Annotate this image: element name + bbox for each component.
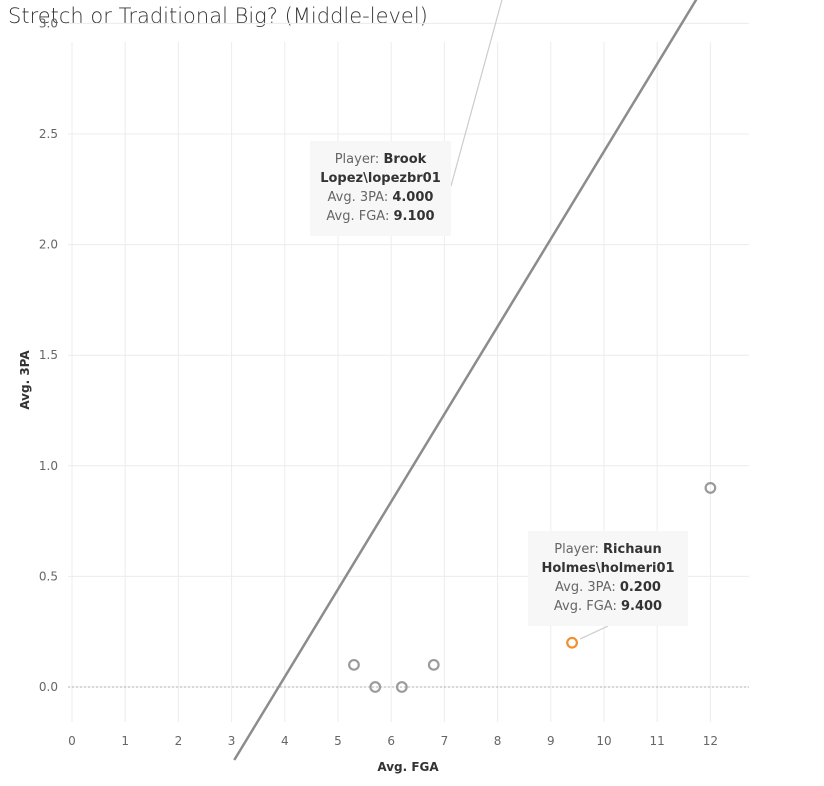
tooltip: Player: Brook Lopez\lopezbr01 Avg. 3PA: 4.… bbox=[310, 0, 503, 236]
tooltip-line: Player: Brook bbox=[335, 152, 427, 167]
highlighted-data-point[interactable] bbox=[566, 636, 578, 649]
x-tick-label: 9 bbox=[547, 734, 555, 748]
data-point[interactable] bbox=[704, 482, 717, 494]
x-tick-label: 8 bbox=[494, 734, 502, 748]
y-axis-label: Avg. 3PA bbox=[18, 350, 32, 410]
tooltip-line: Lopez\lopezbr01 bbox=[320, 171, 441, 186]
tooltip-field-label: Avg. 3PA: bbox=[328, 190, 393, 205]
x-tick-label: 4 bbox=[281, 734, 289, 748]
y-tick-label: 2.5 bbox=[39, 127, 58, 141]
x-tick-label: 5 bbox=[334, 734, 342, 748]
x-tick-label: 6 bbox=[387, 734, 395, 748]
x-tick-label: 2 bbox=[175, 734, 183, 748]
x-tick-label: 1 bbox=[121, 734, 129, 748]
tooltip-field-value: Brook bbox=[383, 152, 426, 167]
y-tick-label: 2.0 bbox=[39, 238, 58, 252]
trend-line-path bbox=[233, 0, 698, 761]
y-tick-label: 1.5 bbox=[39, 348, 58, 362]
tooltip-line: Holmes\holmeri01 bbox=[541, 561, 674, 576]
tooltip-field-label: Player: bbox=[554, 542, 603, 557]
tooltip-field-value: 9.100 bbox=[393, 209, 434, 224]
tooltip-field-value: Lopez\lopezbr01 bbox=[320, 171, 441, 186]
x-tick-label: 3 bbox=[228, 734, 236, 748]
tooltip-field-label: Player: bbox=[335, 152, 384, 167]
tooltip-field-label: Avg. 3PA: bbox=[555, 580, 620, 595]
tooltips: Player: Brook Lopez\lopezbr01 Avg. 3PA: 4.… bbox=[310, 0, 688, 640]
tooltip: Player: Richaun Holmes\holmeri01 Avg. 3PA:… bbox=[528, 531, 688, 640]
data-point[interactable] bbox=[427, 658, 440, 671]
y-tick-label: 3.0 bbox=[39, 16, 58, 30]
tooltip-box bbox=[528, 531, 688, 626]
x-tick-label: 7 bbox=[441, 734, 449, 748]
tooltip-field-label: Avg. FGA: bbox=[326, 209, 393, 224]
data-point[interactable] bbox=[369, 681, 382, 693]
tooltip-line: Avg. FGA: 9.400 bbox=[554, 599, 662, 614]
tooltip-leader-line bbox=[579, 625, 609, 640]
tooltip-line: Avg. 3PA: 0.200 bbox=[555, 580, 661, 595]
x-axis-label: Avg. FGA bbox=[377, 760, 439, 774]
tooltip-field-label: Avg. FGA: bbox=[554, 599, 621, 614]
tooltip-field-value: 0.200 bbox=[620, 580, 661, 595]
tooltip-field-value: Holmes\holmeri01 bbox=[541, 561, 674, 576]
x-tick-label: 0 bbox=[68, 734, 76, 748]
chart-title: Stretch or Traditional Big? (Middle-leve… bbox=[8, 4, 428, 28]
y-tick-label: 0.0 bbox=[39, 680, 58, 694]
y-axis-ticks: 0.00.51.01.52.02.53.03.54.04.55.05.5 bbox=[39, 16, 58, 694]
tooltip-field-value: Richaun bbox=[603, 542, 662, 557]
tooltip-leader-line bbox=[450, 0, 503, 187]
x-axis-ticks: 0 1 2 3 4 5 6 7 8 9 10 11 12 bbox=[68, 734, 718, 748]
x-tick-label: 10 bbox=[596, 734, 611, 748]
tooltip-line: Avg. 3PA: 4.000 bbox=[328, 190, 434, 205]
tooltip-line: Avg. FGA: 9.100 bbox=[326, 209, 434, 224]
tooltip-field-value: 4.000 bbox=[392, 190, 433, 205]
data-points bbox=[348, 482, 717, 693]
x-tick-label: 12 bbox=[703, 734, 718, 748]
y-tick-label: 0.5 bbox=[39, 569, 58, 583]
data-point[interactable] bbox=[395, 681, 408, 693]
y-tick-label: 1.0 bbox=[39, 459, 58, 473]
data-point[interactable] bbox=[348, 658, 360, 671]
tooltip-field-value: 9.400 bbox=[621, 599, 662, 614]
tooltip-line: Player: Richaun bbox=[554, 542, 661, 557]
trend-line bbox=[233, 0, 698, 761]
tooltip-box bbox=[310, 141, 451, 236]
x-tick-label: 11 bbox=[650, 734, 665, 748]
